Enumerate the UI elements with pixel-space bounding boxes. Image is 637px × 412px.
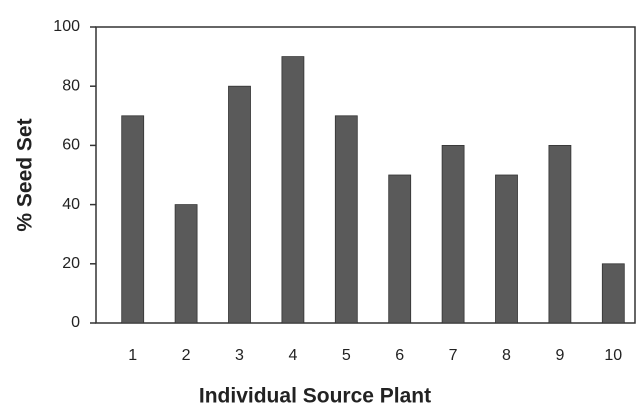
bar: [548, 144, 572, 324]
y-tick-label: 20: [62, 255, 80, 272]
y-tick-label: 0: [71, 314, 80, 331]
bar: [601, 263, 625, 324]
y-tick-label: 40: [62, 196, 80, 213]
bar: [121, 115, 145, 324]
x-tick-label: 7: [449, 347, 458, 364]
bar: [334, 115, 358, 324]
x-tick-label: 3: [235, 347, 244, 364]
x-tick-label: 4: [288, 347, 297, 364]
x-tick-label: 9: [555, 347, 564, 364]
bar: [174, 204, 198, 324]
bar: [281, 56, 305, 324]
bar: [388, 174, 412, 324]
x-axis-title: Individual Source Plant: [199, 385, 431, 408]
x-tick-label: 6: [395, 347, 404, 364]
bar: [441, 144, 465, 324]
bar: [495, 174, 518, 324]
x-tick-label: 5: [342, 347, 351, 364]
y-tick-label: 100: [53, 18, 80, 35]
bar: [228, 85, 251, 324]
x-tick-label: 2: [182, 347, 191, 364]
y-axis-title: % Seed Set: [14, 118, 37, 231]
x-tick-label: 10: [604, 347, 622, 364]
x-tick-label: 8: [502, 347, 511, 364]
y-tick-label: 80: [62, 77, 80, 94]
y-tick-label: 60: [62, 137, 80, 154]
x-tick-label: 1: [128, 347, 137, 364]
plot-frame: [95, 26, 636, 324]
